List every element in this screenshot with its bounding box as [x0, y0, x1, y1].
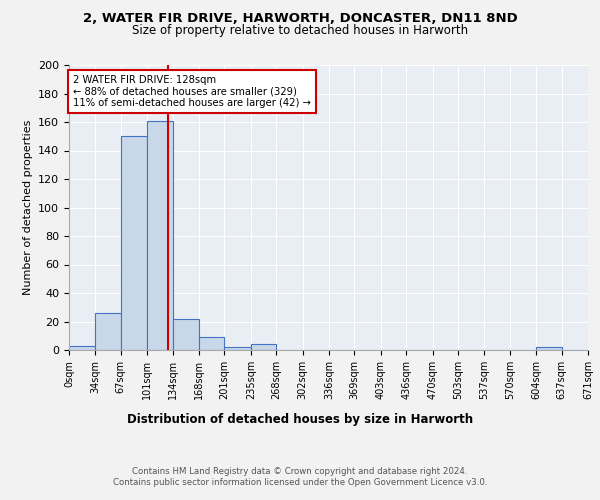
Bar [536, 347, 562, 350]
Bar [69, 346, 95, 350]
Bar [173, 318, 199, 350]
Bar [224, 347, 251, 350]
Text: 2, WATER FIR DRIVE, HARWORTH, DONCASTER, DN11 8ND: 2, WATER FIR DRIVE, HARWORTH, DONCASTER,… [83, 12, 517, 26]
Bar [95, 313, 121, 350]
Text: 2 WATER FIR DRIVE: 128sqm
← 88% of detached houses are smaller (329)
11% of semi: 2 WATER FIR DRIVE: 128sqm ← 88% of detac… [73, 75, 311, 108]
Text: Size of property relative to detached houses in Harworth: Size of property relative to detached ho… [132, 24, 468, 37]
Text: Distribution of detached houses by size in Harworth: Distribution of detached houses by size … [127, 412, 473, 426]
Bar [147, 120, 173, 350]
Bar [199, 337, 224, 350]
Bar [121, 136, 147, 350]
Y-axis label: Number of detached properties: Number of detached properties [23, 120, 32, 295]
Bar [251, 344, 276, 350]
Text: Contains HM Land Registry data © Crown copyright and database right 2024.
Contai: Contains HM Land Registry data © Crown c… [113, 468, 487, 487]
